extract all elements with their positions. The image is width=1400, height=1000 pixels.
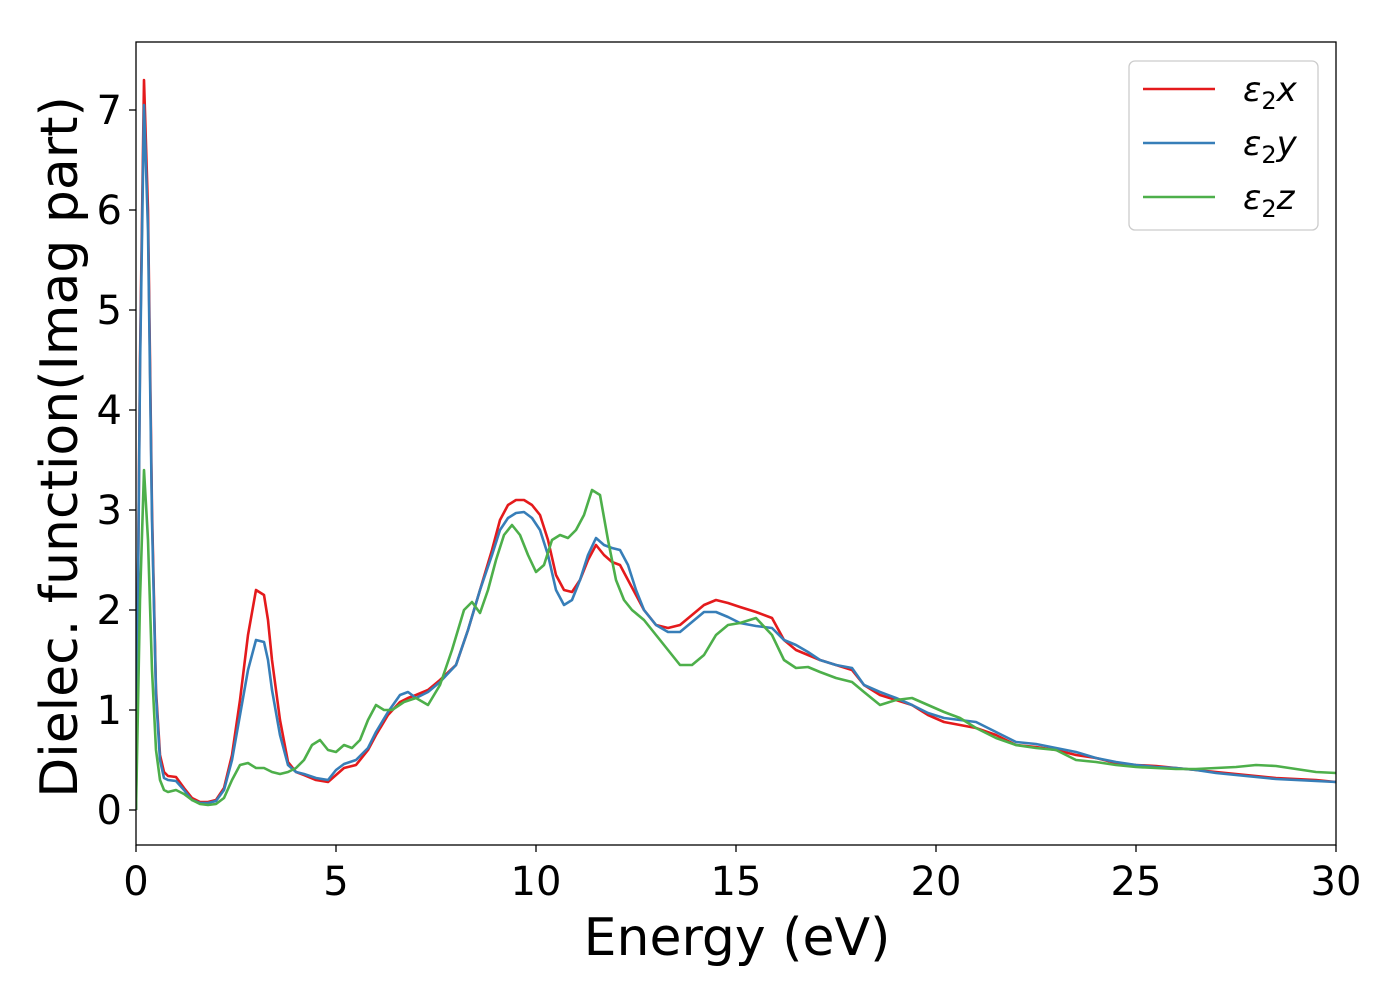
x-tick-label: 0 [123, 859, 148, 905]
series-line-1 [136, 78, 1336, 811]
y-tick-label: 2 [97, 588, 122, 634]
series-line-3 [136, 468, 1336, 811]
x-axis-label: Energy (eV) [584, 908, 891, 968]
y-tick-label: 7 [97, 88, 122, 134]
legend-label-3: ε2z [1243, 178, 1296, 223]
legend-label-2: ε2y [1243, 124, 1298, 169]
y-axis-label: Dielec. function(Imag part) [30, 96, 90, 798]
x-tick-label: 25 [1111, 859, 1162, 905]
x-tick-label: 15 [711, 859, 762, 905]
series-line-2 [136, 103, 1336, 811]
y-tick-label: 4 [97, 388, 122, 434]
y-tick-label: 3 [97, 488, 122, 534]
legend: ε2x ε2y ε2z [1128, 60, 1319, 231]
x-tick-label: 20 [911, 859, 962, 905]
x-tick-label: 10 [511, 859, 562, 905]
x-tick-label: 30 [1311, 859, 1362, 905]
y-axis-ticks: 0 1 2 3 4 5 6 7 [97, 88, 136, 834]
x-axis-ticks: 0 5 10 15 20 25 30 [123, 845, 1361, 905]
y-tick-label: 0 [97, 788, 122, 834]
x-tick-label: 5 [323, 859, 348, 905]
y-tick-label: 6 [97, 188, 122, 234]
legend-box [1128, 60, 1319, 231]
y-tick-label: 5 [97, 288, 122, 334]
y-tick-label: 1 [97, 688, 122, 734]
legend-label-1: ε2x [1243, 70, 1298, 115]
